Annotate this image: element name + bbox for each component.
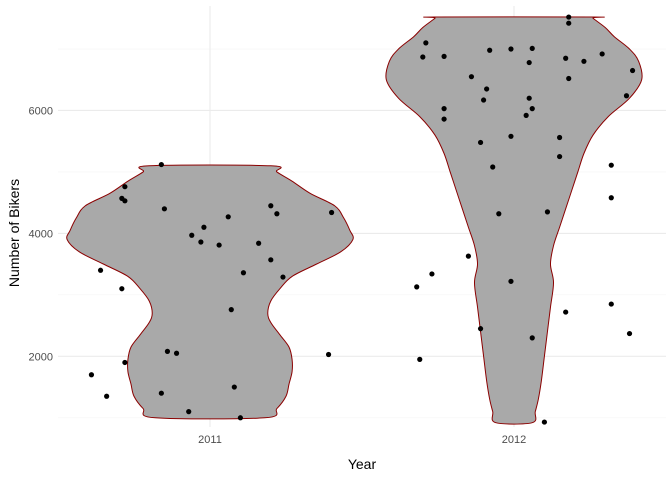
data-point <box>441 53 447 60</box>
data-point <box>566 75 572 82</box>
y-axis-title: Number of Bikers <box>6 179 22 287</box>
data-point <box>544 209 551 215</box>
data-point <box>237 415 243 421</box>
data-point <box>529 45 535 52</box>
data-point <box>581 58 587 64</box>
data-point <box>441 116 447 122</box>
data-point <box>465 253 471 259</box>
y-tick-label: 6000 <box>29 105 53 117</box>
y-tick-label: 2000 <box>29 351 53 363</box>
data-point <box>201 224 207 230</box>
data-point <box>325 351 332 358</box>
x-tick-labels: 2011 2012 <box>198 434 526 446</box>
data-point <box>541 419 548 425</box>
data-point <box>490 164 496 170</box>
data-point <box>626 330 633 337</box>
data-point <box>97 267 104 273</box>
data-point <box>329 209 335 216</box>
data-point <box>158 390 164 396</box>
data-point <box>119 286 125 292</box>
data-point <box>274 211 280 217</box>
data-point <box>557 134 563 141</box>
data-point <box>599 51 605 57</box>
data-point <box>122 184 128 190</box>
data-point <box>629 67 636 74</box>
data-point <box>496 211 502 217</box>
data-point <box>508 133 514 139</box>
data-point <box>484 86 490 92</box>
data-point <box>417 356 423 362</box>
data-point <box>280 274 286 280</box>
data-point <box>441 106 447 112</box>
data-point <box>526 59 532 66</box>
violin-2011 <box>66 164 354 420</box>
data-point <box>228 307 234 313</box>
data-point <box>526 95 532 101</box>
data-point <box>198 239 204 245</box>
y-tick-labels: 2000 4000 6000 <box>29 105 53 363</box>
data-point <box>122 198 128 204</box>
data-point <box>225 214 231 220</box>
data-point <box>173 350 180 356</box>
x-axis-title: Year <box>348 456 377 472</box>
data-point <box>623 93 630 99</box>
data-point <box>608 162 614 168</box>
data-point <box>256 240 262 246</box>
data-point <box>563 309 569 315</box>
data-point <box>164 348 171 354</box>
data-point <box>429 271 435 277</box>
x-tick-label: 2012 <box>502 434 526 446</box>
data-point <box>487 47 493 53</box>
data-point <box>216 242 222 248</box>
data-point <box>566 20 572 26</box>
data-points <box>88 14 636 425</box>
data-point <box>468 74 475 80</box>
data-point <box>477 326 484 332</box>
data-point <box>420 54 426 60</box>
data-point <box>566 14 572 20</box>
data-point <box>523 112 529 118</box>
data-point <box>481 97 487 103</box>
data-point <box>189 232 195 238</box>
data-point <box>477 139 484 146</box>
violins <box>66 16 643 425</box>
data-point <box>186 409 192 415</box>
data-point <box>414 284 420 290</box>
data-point <box>608 195 614 201</box>
y-tick-label: 4000 <box>29 228 53 240</box>
data-point <box>158 161 164 168</box>
data-point <box>563 55 569 61</box>
x-tick-label: 2011 <box>198 434 222 446</box>
data-point <box>508 46 514 52</box>
data-point <box>529 106 535 112</box>
data-point <box>508 278 514 284</box>
data-point <box>529 335 535 341</box>
data-point <box>104 393 110 399</box>
data-point <box>608 301 614 307</box>
data-point <box>268 257 274 263</box>
data-point <box>88 372 95 378</box>
data-point <box>240 270 247 276</box>
data-point <box>231 384 237 390</box>
data-point <box>423 40 429 46</box>
data-point <box>161 206 167 212</box>
violin-2012 <box>385 16 643 425</box>
data-point <box>122 359 128 366</box>
data-point <box>268 203 274 209</box>
data-point <box>557 153 563 160</box>
